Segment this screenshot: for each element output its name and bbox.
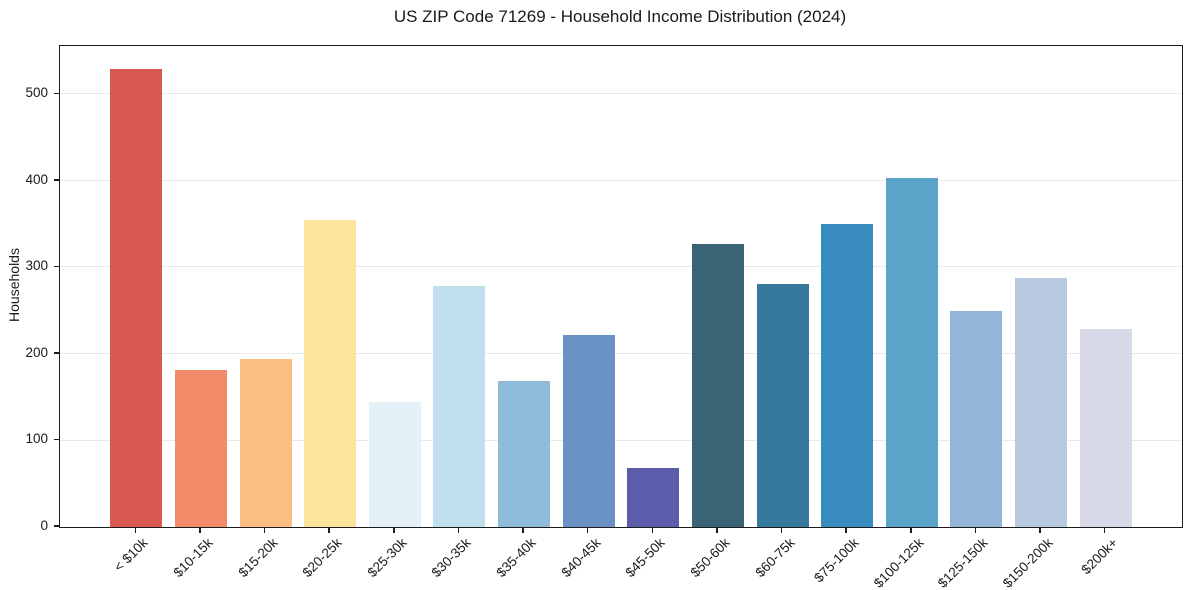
y-tick-label: 100 — [25, 431, 48, 447]
x-tick-mark — [586, 528, 589, 533]
bar — [368, 401, 421, 527]
y-tick-label: 400 — [25, 171, 48, 187]
x-tick-mark — [522, 528, 524, 533]
x-tick-label: $75-100k — [811, 535, 862, 586]
x-tick-label: $25-30k — [364, 535, 410, 581]
bar — [239, 359, 292, 527]
y-tick-mark — [54, 352, 59, 354]
x-tick-mark — [845, 528, 847, 533]
x-tick-label: $20-25k — [299, 535, 345, 581]
bar — [756, 283, 809, 527]
y-tick-label: 300 — [25, 258, 48, 274]
x-tick-mark — [651, 528, 654, 533]
bar — [821, 224, 874, 527]
x-tick-mark — [1039, 528, 1041, 533]
bar — [433, 285, 486, 527]
bar — [562, 334, 615, 527]
y-tick-label: 500 — [25, 85, 48, 101]
bar — [950, 310, 1003, 527]
x-tick-mark — [199, 528, 201, 533]
gridline-400 — [60, 179, 1182, 181]
x-tick-label: $100-125k — [870, 535, 927, 590]
bar — [1015, 277, 1068, 527]
x-tick-label: $10-15k — [170, 535, 216, 581]
gridline-300 — [60, 266, 1182, 268]
chart-title: US ZIP Code 71269 - Household Income Dis… — [393, 7, 847, 26]
x-tick-mark — [457, 528, 460, 533]
plot-area — [59, 45, 1183, 528]
x-tick-label: $60-75k — [752, 535, 798, 581]
x-tick-label: $15-20k — [235, 535, 281, 581]
gridline-200 — [60, 352, 1182, 354]
bar — [691, 244, 744, 527]
y-tick-label: 200 — [25, 344, 48, 360]
y-tick-label: 0 — [40, 518, 48, 533]
gridline-500 — [60, 93, 1182, 95]
x-tick-mark — [328, 528, 330, 533]
bar — [885, 177, 938, 527]
y-tick-mark — [54, 92, 59, 95]
bar — [304, 219, 357, 527]
x-tick-label: $125-150k — [935, 535, 992, 590]
x-tick-mark — [716, 528, 718, 533]
y-tick-mark — [54, 265, 59, 268]
x-tick-mark — [393, 528, 395, 533]
x-tick-label: $150-200k — [999, 535, 1056, 590]
bar — [110, 69, 163, 527]
bar — [498, 380, 551, 527]
bar — [174, 370, 227, 527]
y-tick-mark — [54, 179, 59, 181]
x-tick-mark — [1103, 528, 1106, 533]
x-tick-label: $50-60k — [687, 535, 733, 581]
bar — [1079, 328, 1132, 527]
x-tick-label: < $10k — [111, 535, 151, 575]
x-tick-mark — [910, 528, 912, 533]
x-tick-label: $200k+ — [1078, 535, 1121, 578]
x-tick-label: $40-45k — [558, 535, 604, 581]
bar — [627, 468, 680, 527]
x-tick-label: $30-35k — [428, 535, 475, 581]
x-tick-label: $35-40k — [493, 535, 539, 581]
x-tick-label: $45-50k — [622, 535, 668, 581]
x-tick-mark — [263, 528, 266, 533]
x-tick-mark — [780, 528, 783, 533]
x-tick-mark — [134, 528, 137, 533]
y-tick-mark — [54, 525, 59, 527]
y-tick-mark — [54, 438, 59, 441]
gridline-100 — [60, 439, 1182, 441]
x-tick-mark — [974, 528, 977, 533]
